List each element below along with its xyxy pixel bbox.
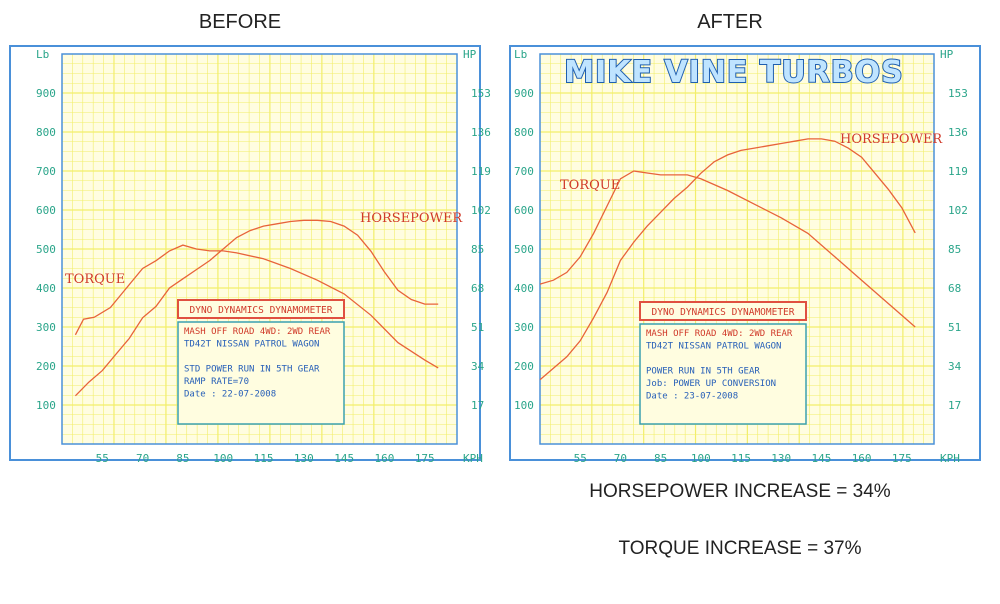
before-heading: BEFORE bbox=[198, 11, 282, 33]
y-right-tick-label: 51 bbox=[948, 321, 961, 334]
y-right-tick-label: 34 bbox=[948, 360, 962, 373]
y-left-tick-label: 800 bbox=[36, 126, 56, 139]
x-tick-label: 115 bbox=[731, 452, 751, 465]
horsepower-curve bbox=[539, 138, 916, 381]
y-left-tick-label: 900 bbox=[514, 87, 534, 100]
x-tick-label: 175 bbox=[892, 452, 912, 465]
y-left-tick-label: 400 bbox=[36, 282, 56, 295]
y-left-tick-label: 800 bbox=[514, 126, 534, 139]
brand-logo: MIKE VINE TURBOS bbox=[564, 55, 904, 90]
y-right-tick-label: 119 bbox=[471, 165, 491, 178]
y-right-tick-label: 153 bbox=[948, 87, 968, 100]
x-tick-label: 130 bbox=[294, 452, 314, 465]
y-right-tick-label: 102 bbox=[471, 204, 491, 217]
y-right-tick-label: 119 bbox=[948, 165, 968, 178]
y-right-tick-label: 136 bbox=[948, 126, 968, 139]
torque-curve bbox=[539, 170, 916, 328]
info-box-body-frame bbox=[639, 323, 807, 425]
y-right-tick-label: 102 bbox=[948, 204, 968, 217]
horsepower-label: HORSEPOWER bbox=[840, 132, 943, 147]
torque-label: TORQUE bbox=[65, 272, 125, 287]
torque-increase: TORQUE INCREASE = 37% bbox=[618, 538, 862, 559]
x-tick-label: 145 bbox=[334, 452, 354, 465]
y-right-tick-label: 17 bbox=[471, 399, 484, 412]
y-right-tick-label: 17 bbox=[948, 399, 961, 412]
x-tick-label: 145 bbox=[811, 452, 831, 465]
y-left-tick-label: 200 bbox=[36, 360, 56, 373]
info-box-line: MASH OFF ROAD 4WD: 2WD REAR bbox=[646, 329, 793, 339]
y-right-tick-label: 136 bbox=[471, 126, 491, 139]
x-unit: KPH bbox=[940, 452, 960, 465]
y-left-tick-label: 900 bbox=[36, 87, 56, 100]
torque-curve bbox=[74, 244, 439, 369]
x-tick-label: 55 bbox=[96, 452, 109, 465]
y-left-tick-label: 700 bbox=[36, 165, 56, 178]
x-tick-label: 70 bbox=[614, 452, 627, 465]
y-right-tick-label: 85 bbox=[948, 243, 961, 256]
info-box-line: Date : 23-07-2008 bbox=[646, 392, 738, 402]
chart-frame bbox=[9, 45, 481, 461]
y-right-tick-label: 68 bbox=[948, 282, 961, 295]
y-right-tick-label: 34 bbox=[471, 360, 485, 373]
info-box-line: POWER RUN IN 5TH GEAR bbox=[646, 367, 760, 377]
info-box-line: MASH OFF ROAD 4WD: 2WD REAR bbox=[184, 327, 331, 337]
y-left-tick-label: 300 bbox=[36, 321, 56, 334]
plot-frame bbox=[61, 53, 458, 445]
y-right-tick-label: 68 bbox=[471, 282, 484, 295]
info-box-header-frame bbox=[639, 301, 807, 321]
horsepower-curve bbox=[74, 219, 439, 397]
info-box-header: DYNO DYNAMICS DYNAMOMETER bbox=[652, 307, 795, 318]
torque-label: TORQUE bbox=[560, 178, 620, 193]
x-tick-label: 85 bbox=[654, 452, 667, 465]
y-left-tick-label: 300 bbox=[514, 321, 534, 334]
y-right-tick-label: 51 bbox=[471, 321, 484, 334]
after-heading: AFTER bbox=[697, 11, 763, 33]
x-tick-label: 175 bbox=[415, 452, 435, 465]
info-box-body-frame bbox=[177, 321, 345, 425]
y-right-tick-label: 85 bbox=[471, 243, 484, 256]
info-box-line: RAMP RATE=70 bbox=[184, 377, 249, 387]
x-tick-label: 70 bbox=[136, 452, 149, 465]
y-left-tick-label: 200 bbox=[514, 360, 534, 373]
y-left-tick-label: 600 bbox=[36, 204, 56, 217]
info-box-header-frame bbox=[177, 299, 345, 319]
x-tick-label: 115 bbox=[254, 452, 274, 465]
x-tick-label: 85 bbox=[176, 452, 189, 465]
y-left-unit: Lb bbox=[514, 48, 527, 61]
chart-frame bbox=[509, 45, 981, 461]
after-chart: Lb 100 200 300 400 500 600 700 800 900 HP 17 34 51 68 8… bbox=[509, 45, 981, 465]
y-left-tick-label: 500 bbox=[514, 243, 534, 256]
y-left-tick-label: 400 bbox=[514, 282, 534, 295]
info-box-line: Date : 22-07-2008 bbox=[184, 390, 276, 400]
y-left-tick-label: 100 bbox=[514, 399, 534, 412]
y-left-tick-label: 600 bbox=[514, 204, 534, 217]
info-box-line: TD42T NISSAN PATROL WAGON bbox=[646, 342, 781, 352]
y-right-tick-label: 153 bbox=[471, 87, 491, 100]
y-left-unit: Lb bbox=[36, 48, 49, 61]
y-right-unit: HP bbox=[463, 48, 477, 61]
x-tick-label: 100 bbox=[691, 452, 711, 465]
x-tick-label: 160 bbox=[375, 452, 395, 465]
y-right-unit: HP bbox=[940, 48, 954, 61]
x-unit: KPH bbox=[463, 452, 483, 465]
horsepower-increase: HORSEPOWER INCREASE = 34% bbox=[589, 481, 891, 502]
horsepower-label: HORSEPOWER bbox=[360, 211, 463, 226]
plot-frame bbox=[539, 53, 935, 445]
x-tick-label: 55 bbox=[574, 452, 587, 465]
info-box-line: STD POWER RUN IN 5TH GEAR bbox=[184, 365, 320, 375]
info-box-header: DYNO DYNAMICS DYNAMOMETER bbox=[190, 305, 333, 316]
dyno-info-box: DYNO DYNAMICS DYNAMOMETER MASH OFF ROAD 4… bbox=[177, 299, 345, 425]
info-box-line: Job: POWER UP CONVERSION bbox=[646, 379, 776, 389]
y-left-tick-label: 500 bbox=[36, 243, 56, 256]
before-chart: Lb 100 200 300 400 500 600 700 800 900 HP 17 34 51 68 8… bbox=[9, 45, 491, 465]
info-box-line: TD42T NISSAN PATROL WAGON bbox=[184, 340, 319, 350]
x-tick-label: 100 bbox=[213, 452, 233, 465]
x-tick-label: 130 bbox=[771, 452, 791, 465]
x-tick-label: 160 bbox=[852, 452, 872, 465]
y-left-tick-label: 700 bbox=[514, 165, 534, 178]
y-left-tick-label: 100 bbox=[36, 399, 56, 412]
dyno-info-box: DYNO DYNAMICS DYNAMOMETER MASH OFF ROAD 4… bbox=[639, 301, 807, 425]
